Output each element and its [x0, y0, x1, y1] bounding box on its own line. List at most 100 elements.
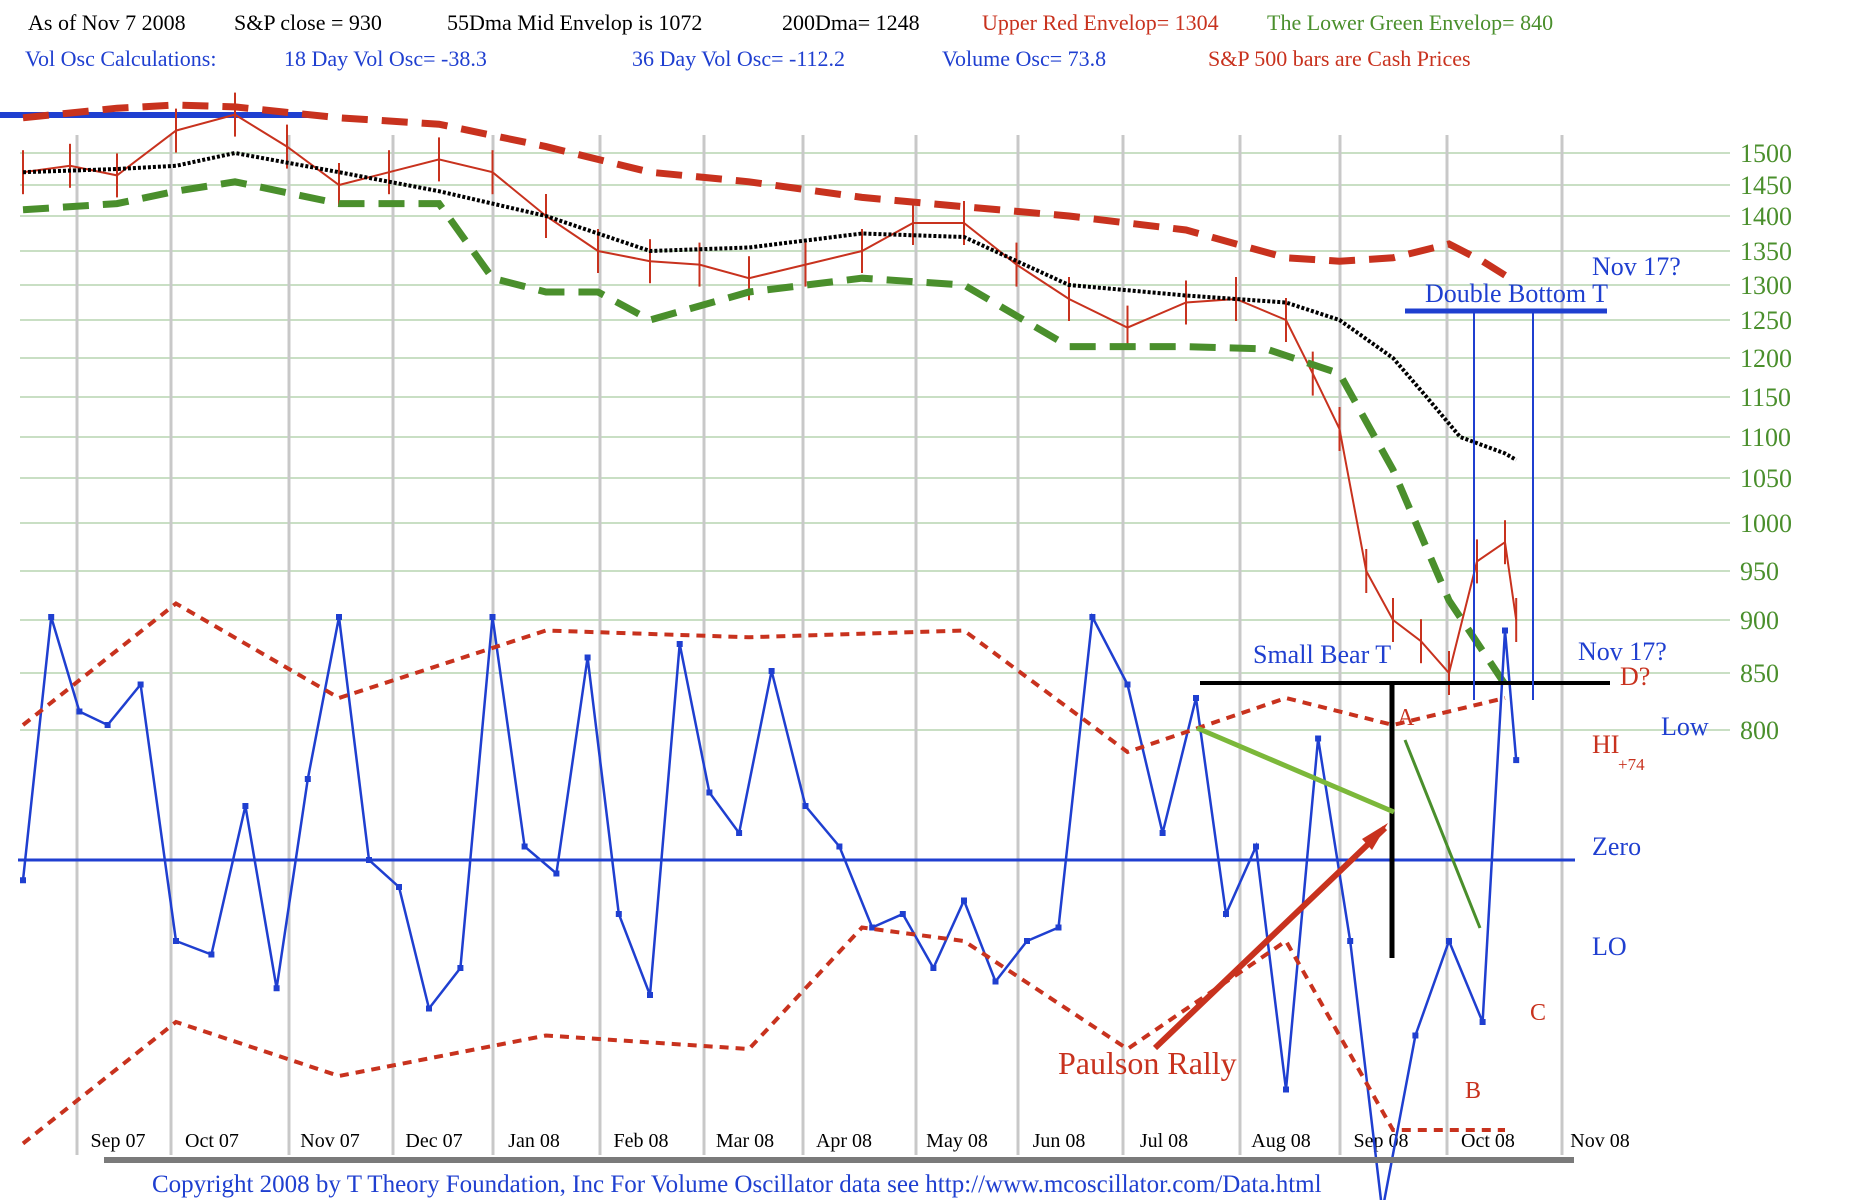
header-lower-envelope: The Lower Green Envelop= 840 — [1267, 10, 1553, 35]
osc-point — [173, 938, 179, 944]
series-upper_envelope — [22, 101, 1519, 286]
osc-point — [1446, 938, 1452, 944]
series-price_bars — [22, 113, 1518, 676]
header-cash-prices: S&P 500 bars are Cash Prices — [1208, 46, 1471, 71]
price-tick-label: 1350 — [1740, 237, 1792, 266]
osc-point — [20, 877, 26, 884]
month-tick-label: Mar 08 — [716, 1130, 774, 1152]
osc-point — [869, 924, 876, 931]
level-note: +74 — [1618, 755, 1645, 774]
month-tick-label: Dec 07 — [405, 1130, 462, 1152]
price-tick-label: 1050 — [1740, 464, 1792, 493]
header-volume-osc: Volume Osc= 73.8 — [942, 46, 1106, 71]
price-tick-label: 950 — [1740, 557, 1779, 586]
osc-point — [521, 843, 528, 850]
month-tick-label: Jul 08 — [1140, 1130, 1188, 1152]
annotation-small-bear-t: Small Bear T — [1253, 640, 1391, 669]
header-200dma: 200Dma= 1248 — [782, 10, 920, 35]
footer-copyright: Copyright 2008 by T Theory Foundation, I… — [152, 1171, 1322, 1198]
annotation-c: C — [1530, 1000, 1546, 1026]
osc-point — [1347, 938, 1354, 944]
osc-hi-envelope — [21, 601, 1506, 755]
osc-point — [1513, 757, 1520, 764]
level-lo: LO — [1592, 932, 1627, 961]
osc-point — [104, 722, 111, 728]
month-tick-label: Nov 07 — [300, 1130, 359, 1152]
annotation-nov-17-: Nov 17? — [1592, 252, 1681, 281]
price-tick-label: 1150 — [1740, 383, 1791, 412]
annotation-low: Low — [1661, 712, 1709, 741]
osc-point — [1412, 1032, 1419, 1039]
osc-point — [1024, 938, 1030, 944]
osc-point — [676, 641, 683, 647]
series-oscillator — [21, 612, 1518, 1200]
header-vol-osc-calc: Vol Osc Calculations: — [25, 46, 216, 71]
osc-lo-envelope — [21, 925, 1505, 1146]
price-tick-label: 1300 — [1740, 271, 1792, 300]
osc-point — [76, 708, 83, 715]
header-upper-envelope: Upper Red Envelop= 1304 — [982, 10, 1219, 35]
osc-point — [137, 681, 144, 688]
annotation-d-: D? — [1620, 662, 1650, 691]
month-tick-label: Aug 08 — [1251, 1130, 1310, 1152]
osc-point — [304, 776, 311, 782]
osc-point — [208, 951, 215, 958]
osc-point — [1502, 627, 1508, 634]
series-black_line — [22, 150, 1518, 462]
osc-point — [1159, 830, 1166, 836]
osc-point — [457, 965, 464, 971]
month-tick-label: Sep 08 — [1354, 1130, 1409, 1152]
osc-point — [242, 803, 249, 809]
price-tick-label: 1000 — [1740, 509, 1792, 538]
osc-point — [273, 985, 280, 992]
price-tick-label: 850 — [1740, 659, 1779, 688]
osc-trendline-dark — [1403, 739, 1482, 929]
osc-point — [736, 830, 743, 836]
month-tick-label: May 08 — [926, 1130, 988, 1152]
month-tick-label: Apr 08 — [816, 1130, 872, 1152]
month-tick-label: Jan 08 — [508, 1130, 560, 1152]
osc-point — [48, 614, 55, 620]
osc-point — [489, 614, 496, 620]
header-sp-close: S&P close = 930 — [234, 10, 382, 35]
month-tick-label: Nov 08 — [1570, 1130, 1629, 1152]
osc-point — [1253, 843, 1259, 850]
osc-point — [899, 911, 906, 917]
top-blue-bar — [0, 112, 312, 118]
osc-point — [1479, 1019, 1486, 1025]
osc-point — [930, 965, 937, 971]
price-tick-label: 1450 — [1740, 171, 1792, 200]
month-tick-label: Feb 08 — [614, 1130, 669, 1152]
month-tick-label: Jun 08 — [1033, 1130, 1086, 1152]
osc-point — [961, 897, 967, 904]
osc-trendline-light — [1196, 725, 1395, 815]
price-tick-label: 900 — [1740, 606, 1779, 635]
osc-point — [647, 992, 653, 998]
osc-point — [768, 668, 775, 674]
osc-point — [706, 789, 713, 796]
osc-point — [396, 884, 402, 890]
header-55dma: 55Dma Mid Envelop is 1072 — [447, 10, 702, 35]
price-tick-label: 1200 — [1740, 344, 1792, 373]
bottom-gray-bar — [104, 1157, 1574, 1163]
osc-point — [1315, 735, 1322, 742]
annotation-paulson-rally: Paulson Rally — [1058, 1045, 1237, 1081]
level-zero: Zero — [1592, 832, 1641, 861]
series-lower_envelope — [22, 178, 1508, 687]
annotation-b: B — [1465, 1078, 1481, 1104]
price-tick-label: 1100 — [1740, 423, 1791, 452]
header-18day: 18 Day Vol Osc= -38.3 — [284, 46, 487, 71]
osc-point — [1089, 614, 1096, 620]
paulson-rally-arrowhead — [1362, 823, 1388, 850]
month-tick-label: Sep 07 — [91, 1130, 146, 1152]
annotation-lines — [1152, 308, 1610, 1051]
month-tick-label: Oct 07 — [185, 1130, 239, 1152]
month-axis-labels: Sep 07 Oct 07 Nov 07 Dec 07 Jan 08 Feb 08 Mar … — [91, 1130, 1630, 1152]
month-gridlines — [75, 135, 1564, 1155]
osc-point — [584, 654, 591, 661]
osc-point — [836, 843, 843, 850]
annotation-nov-17-: Nov 17? — [1578, 637, 1667, 666]
